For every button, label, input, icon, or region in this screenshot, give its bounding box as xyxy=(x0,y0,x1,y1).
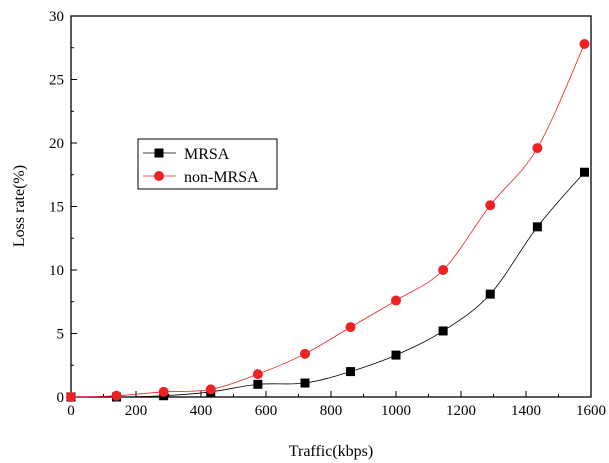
data-point-non-mrsa xyxy=(532,143,543,154)
x-tick-label: 1000 xyxy=(381,403,411,419)
y-tick-label: 15 xyxy=(49,200,64,216)
x-tick-label: 0 xyxy=(67,403,75,419)
legend-label-mrsa: MRSA xyxy=(184,146,230,163)
data-point-non-mrsa xyxy=(579,38,590,49)
data-point-non-mrsa xyxy=(252,369,263,380)
data-point-non-mrsa xyxy=(300,348,310,359)
y-tick-label: 20 xyxy=(49,136,64,152)
y-tick-label: 30 xyxy=(49,9,64,25)
x-tick-label: 200 xyxy=(125,403,148,419)
data-point-mrsa xyxy=(300,378,310,388)
series-line-non-mrsa xyxy=(70,43,585,398)
x-tick-label: 400 xyxy=(190,403,213,419)
y-tick-label: 25 xyxy=(49,73,64,89)
x-tick-label: 1600 xyxy=(576,403,606,419)
x-tick-label: 1400 xyxy=(511,403,541,419)
legend-label-non-mrsa: non-MRSA xyxy=(184,169,259,186)
data-point-non-mrsa xyxy=(485,200,496,211)
data-point-non-mrsa xyxy=(66,392,76,402)
data-point-non-mrsa xyxy=(438,265,449,275)
data-point-mrsa xyxy=(253,379,263,389)
data-point-mrsa xyxy=(532,222,542,232)
y-axis-ticks: 0 5 10 15 20 25 30 xyxy=(49,9,77,406)
series-layer xyxy=(66,38,590,402)
data-point-non-mrsa xyxy=(345,322,356,333)
y-axis-label: Loss rate(%) xyxy=(11,165,28,247)
y-tick-label: 10 xyxy=(49,263,64,279)
x-tick-label: 1200 xyxy=(446,403,476,419)
data-point-non-mrsa xyxy=(391,295,401,306)
series-line-mrsa xyxy=(70,171,585,398)
y-tick-label: 0 xyxy=(57,390,65,406)
data-point-mrsa xyxy=(485,289,495,299)
data-point-mrsa xyxy=(438,326,448,336)
legend: MRSA non-MRSA xyxy=(137,138,278,190)
legend-marker-non-mrsa xyxy=(154,171,164,181)
legend-frame xyxy=(137,138,278,190)
data-point-mrsa xyxy=(346,367,355,377)
legend-marker-mrsa xyxy=(154,148,164,158)
x-axis-label: Traffic(kbps) xyxy=(289,443,373,460)
x-tick-label: 800 xyxy=(320,403,343,419)
data-point-mrsa xyxy=(580,167,589,177)
plot-frame xyxy=(70,15,592,398)
data-point-non-mrsa xyxy=(111,390,122,401)
data-point-non-mrsa xyxy=(205,384,216,395)
y-tick-label: 5 xyxy=(57,327,65,343)
x-tick-label: 600 xyxy=(255,403,278,419)
data-point-non-mrsa xyxy=(158,386,169,397)
data-point-mrsa xyxy=(391,350,401,360)
x-axis-ticks: 0 200 400 600 800 1000 1200 1400 1600 xyxy=(67,391,606,419)
